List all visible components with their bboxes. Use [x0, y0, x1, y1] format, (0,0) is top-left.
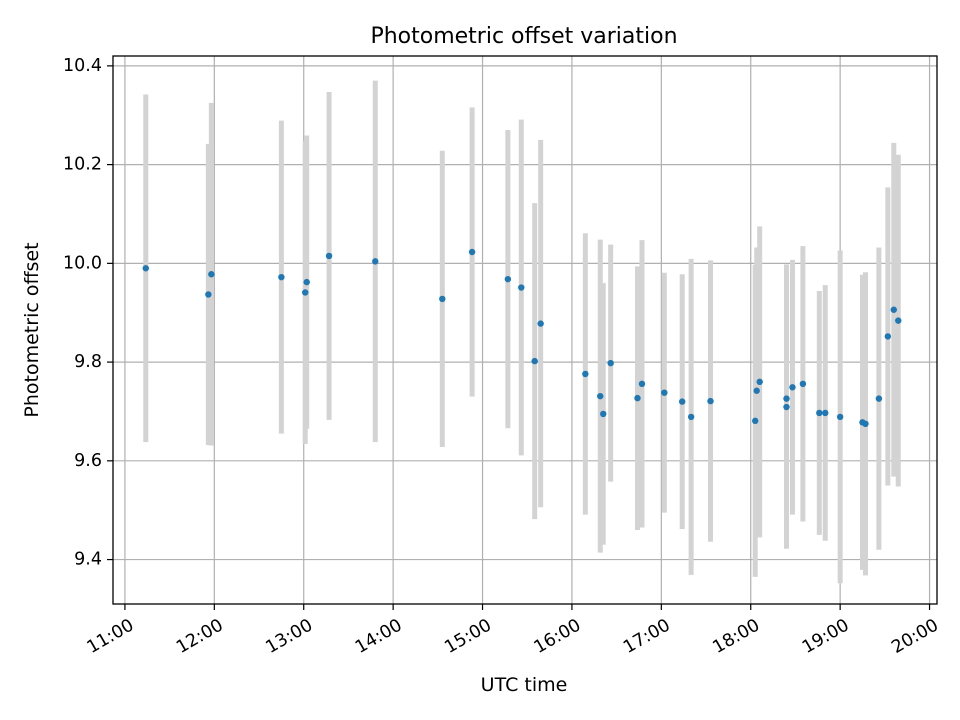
data-point	[142, 265, 149, 272]
data-point	[895, 317, 902, 324]
data-point	[278, 273, 285, 281]
data-point	[302, 289, 309, 296]
data-points	[142, 248, 902, 428]
y-axis-ticks: 9.4 9.6 9.8 10.0 10.2 10.4	[63, 56, 113, 570]
data-point	[600, 410, 607, 418]
y-tick-label: 9.6	[74, 451, 102, 471]
data-point	[205, 291, 212, 298]
data-point	[799, 380, 807, 388]
data-point	[661, 389, 668, 396]
data-point	[679, 398, 686, 405]
data-point	[687, 413, 695, 421]
data-point	[789, 384, 796, 391]
data-point	[208, 271, 215, 278]
y-axis-label: Photometric offset	[21, 242, 43, 417]
y-tick-label: 10.2	[63, 155, 102, 175]
data-point	[439, 295, 446, 303]
data-point	[862, 420, 869, 428]
data-point	[707, 397, 714, 405]
data-point	[836, 413, 844, 421]
data-point	[597, 392, 604, 400]
data-point	[325, 252, 333, 260]
chart-title: Photometric offset variation	[370, 24, 677, 49]
data-point	[884, 333, 892, 340]
data-point	[753, 387, 760, 394]
data-point	[372, 258, 379, 265]
data-point	[752, 417, 759, 425]
y-tick-label: 10.4	[63, 56, 102, 76]
data-point	[504, 275, 512, 283]
data-point	[783, 403, 790, 411]
data-point	[518, 284, 525, 291]
y-tick-label: 10.0	[63, 253, 102, 273]
y-tick-label: 9.4	[74, 550, 102, 570]
x-axis-label: UTC time	[481, 674, 568, 696]
data-point	[783, 395, 790, 402]
data-point	[890, 306, 897, 313]
data-point	[875, 395, 883, 402]
data-point	[531, 357, 538, 365]
data-point	[638, 380, 646, 388]
plot-frame	[112, 55, 938, 605]
data-point	[816, 409, 823, 417]
data-point	[756, 378, 763, 386]
data-point	[468, 248, 476, 256]
data-point	[537, 320, 544, 327]
data-point	[822, 409, 829, 417]
data-point	[607, 359, 614, 367]
y-tick-label: 9.8	[74, 352, 102, 372]
data-point	[582, 370, 589, 378]
data-point	[634, 394, 641, 402]
data-point	[303, 278, 310, 286]
